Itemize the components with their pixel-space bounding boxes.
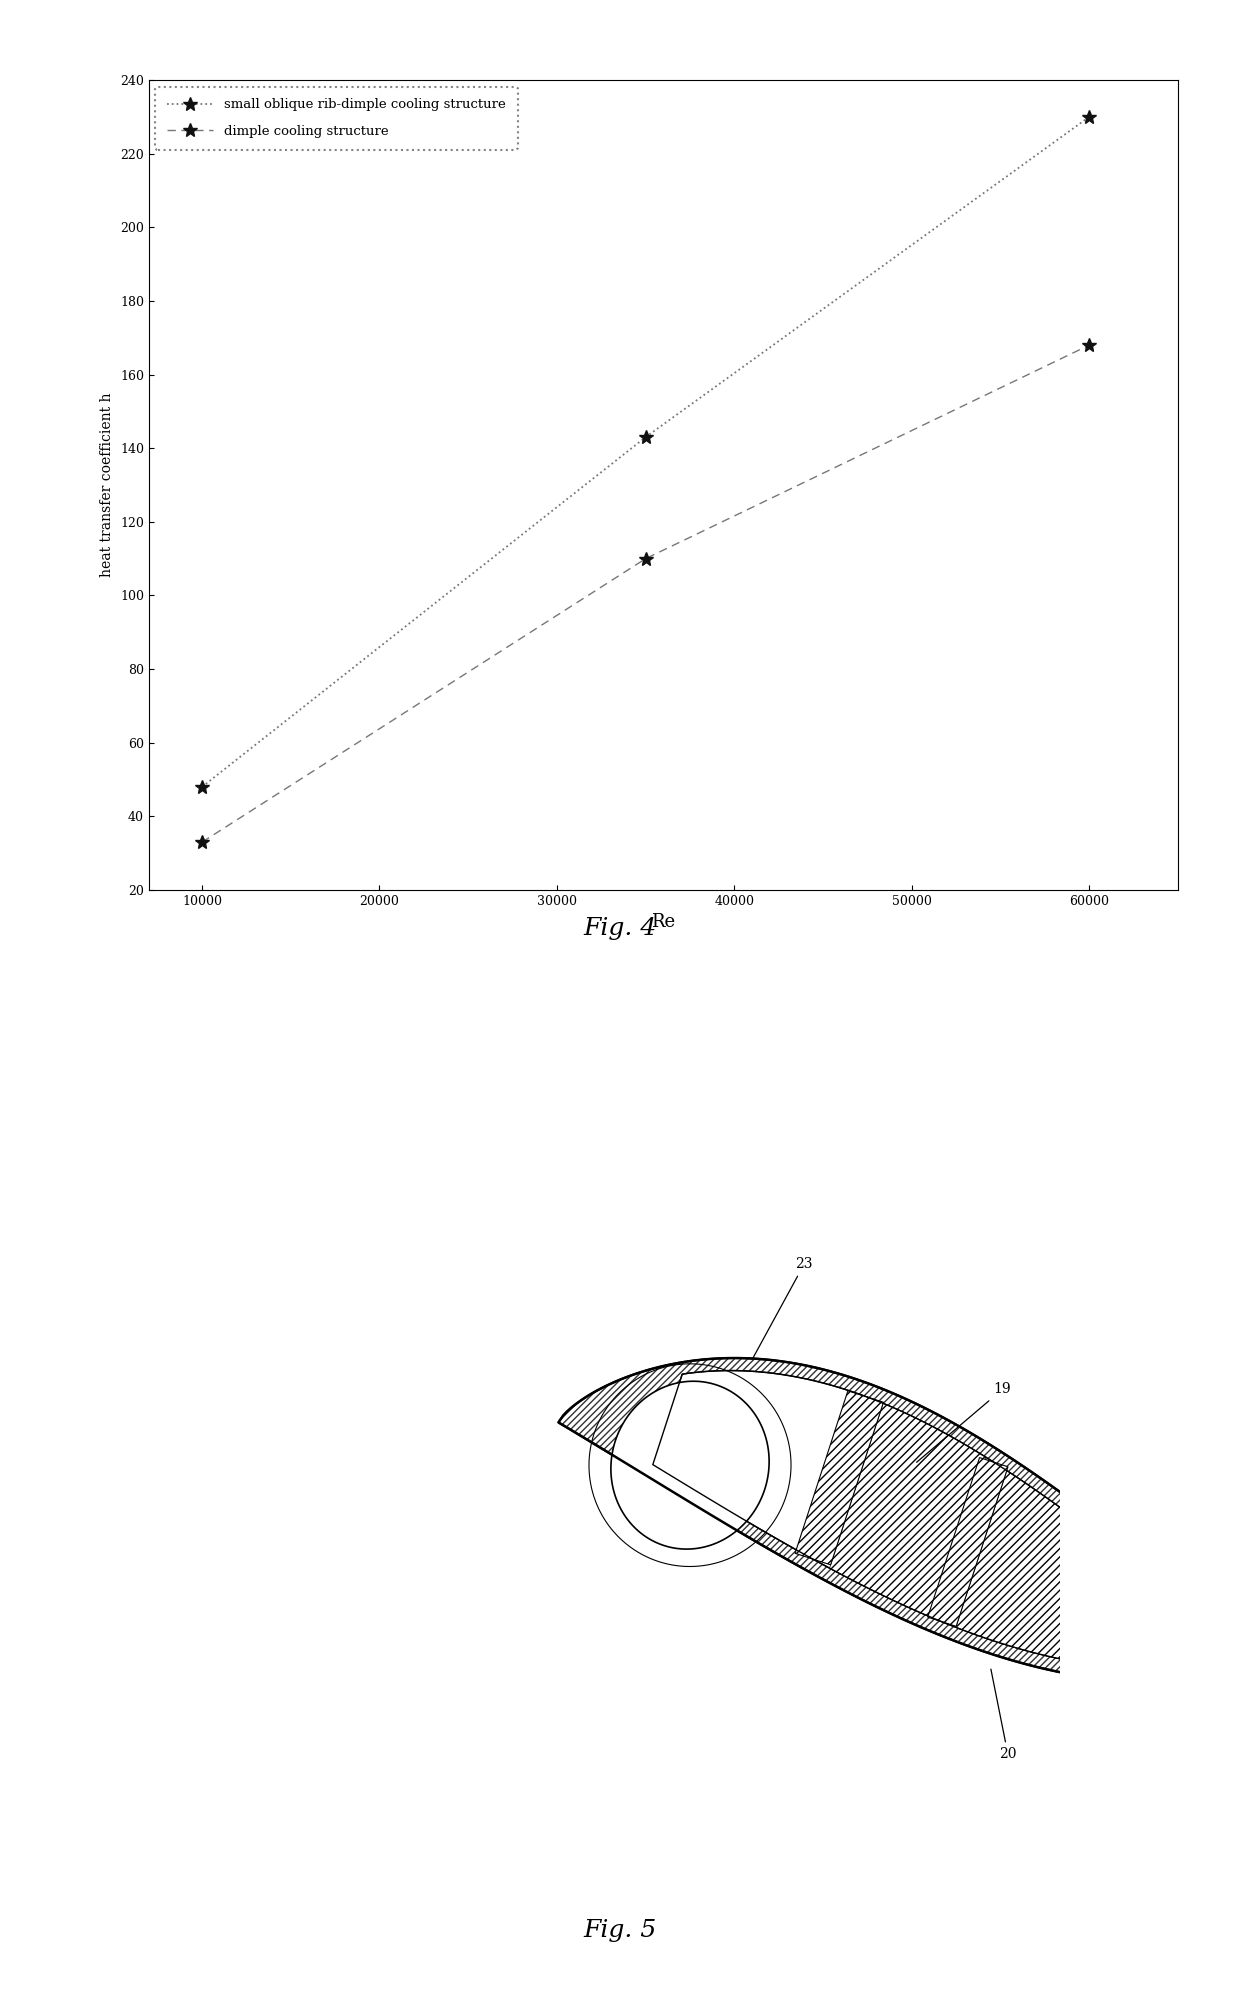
Y-axis label: heat transfer coefficient h: heat transfer coefficient h (100, 392, 114, 578)
Polygon shape (795, 1390, 883, 1564)
Polygon shape (830, 1404, 986, 1618)
dimple cooling structure (195, 830, 210, 854)
Polygon shape (652, 1370, 1240, 1670)
Text: 20: 20 (991, 1670, 1017, 1762)
Text: Fig. 5: Fig. 5 (583, 1918, 657, 1942)
small oblique rib-dimple cooling structure (639, 426, 653, 450)
Text: 23: 23 (753, 1256, 813, 1358)
dimple cooling structure (639, 546, 653, 570)
Line: small oblique rib-dimple cooling structure: small oblique rib-dimple cooling structu… (195, 110, 1096, 794)
small oblique rib-dimple cooling structure (1081, 104, 1096, 128)
small oblique rib-dimple cooling structure (195, 774, 210, 798)
dimple cooling structure (1081, 334, 1096, 358)
Polygon shape (956, 1470, 1240, 1670)
Polygon shape (558, 1358, 1240, 1682)
Text: 19: 19 (916, 1382, 1012, 1462)
Polygon shape (928, 1458, 1008, 1626)
Polygon shape (611, 1382, 769, 1550)
Line: dimple cooling structure: dimple cooling structure (195, 338, 1096, 850)
Text: Fig. 4: Fig. 4 (583, 918, 657, 940)
X-axis label: Re: Re (651, 914, 676, 932)
Legend: small oblique rib-dimple cooling structure, dimple cooling structure: small oblique rib-dimple cooling structu… (155, 86, 517, 150)
